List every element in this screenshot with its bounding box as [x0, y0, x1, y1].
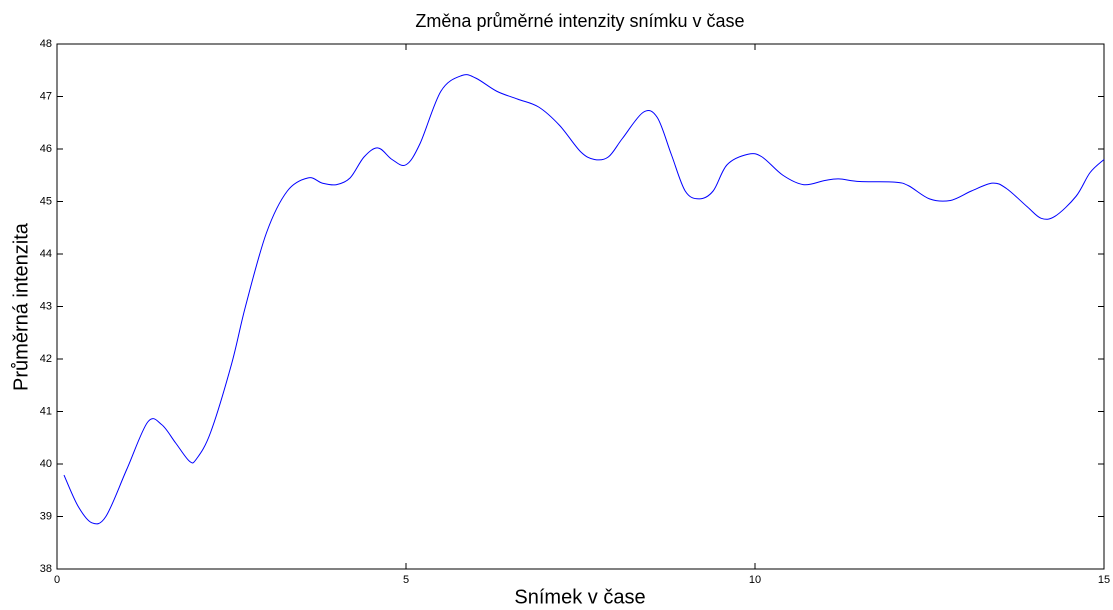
y-tick-label: 38 [40, 563, 52, 575]
y-tick-label: 45 [40, 195, 52, 207]
x-tick-label: 5 [403, 574, 409, 586]
line-series [63, 74, 1105, 525]
y-tick-label: 46 [40, 143, 52, 155]
y-axis-label: Průměrná intenzita [10, 222, 32, 391]
y-tick-label: 47 [40, 90, 52, 102]
x-axis-label: Snímek v čase [514, 586, 645, 608]
x-tick-label: 10 [749, 574, 761, 586]
x-tick-label: 0 [54, 574, 60, 586]
y-tick-label: 48 [40, 38, 52, 50]
x-tick-label: 15 [1098, 574, 1110, 586]
y-tick-label: 39 [40, 510, 52, 522]
y-tick-label: 40 [40, 458, 52, 470]
y-tick-label: 41 [40, 405, 52, 417]
y-tick-label: 42 [40, 353, 52, 365]
plot-frame [56, 43, 1105, 570]
y-tick-label: 43 [40, 300, 52, 312]
y-tick-label: 44 [40, 248, 52, 260]
chart-title: Změna průměrné intenzity snímku v čase [415, 11, 744, 31]
